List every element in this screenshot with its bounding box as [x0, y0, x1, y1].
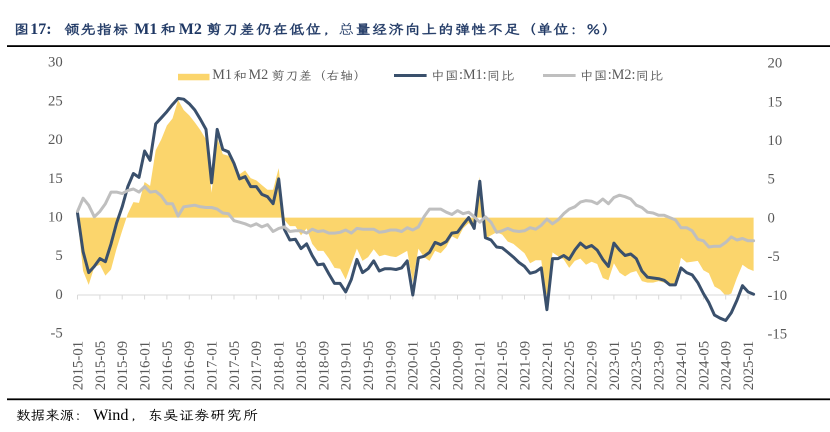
svg-text:2024-05: 2024-05	[696, 341, 712, 390]
svg-text:2020-09: 2020-09	[450, 341, 466, 390]
svg-text:2023-05: 2023-05	[629, 341, 645, 390]
svg-text:2019-05: 2019-05	[361, 341, 377, 390]
svg-text:2017-01: 2017-01	[205, 341, 221, 390]
svg-text:10: 10	[768, 133, 783, 149]
svg-text:10: 10	[48, 210, 63, 226]
svg-text:2018-05: 2018-05	[294, 341, 310, 390]
svg-text:17:: 17:	[30, 21, 51, 38]
svg-text:20: 20	[48, 132, 63, 148]
svg-text:20: 20	[768, 56, 783, 72]
svg-text:-10: -10	[768, 288, 788, 304]
svg-text:-15: -15	[768, 327, 788, 343]
svg-text:2017-09: 2017-09	[249, 341, 265, 390]
svg-text:15: 15	[48, 171, 63, 187]
svg-text:2016-01: 2016-01	[138, 341, 154, 390]
svg-text:2015-05: 2015-05	[93, 341, 109, 390]
svg-text:2019-01: 2019-01	[339, 341, 355, 390]
svg-text:5: 5	[55, 248, 62, 264]
svg-text::M1:: :M1:	[459, 67, 487, 83]
svg-text:2020-05: 2020-05	[428, 341, 444, 390]
svg-text:5: 5	[768, 172, 775, 188]
svg-text:2016-09: 2016-09	[182, 341, 198, 390]
svg-text:M2: M2	[179, 21, 202, 38]
svg-text:2018-01: 2018-01	[272, 341, 288, 390]
svg-text:2020-01: 2020-01	[406, 341, 422, 390]
svg-text:2024-01: 2024-01	[674, 341, 690, 390]
svg-text:2016-05: 2016-05	[160, 341, 176, 390]
svg-text:-5: -5	[768, 249, 780, 265]
svg-text:2023-01: 2023-01	[607, 341, 623, 390]
svg-text:M2: M2	[249, 67, 269, 83]
svg-text:2024-09: 2024-09	[719, 341, 735, 390]
svg-text:Wind: Wind	[93, 406, 128, 424]
svg-text:0: 0	[768, 210, 775, 226]
svg-text:2025-01: 2025-01	[741, 341, 757, 390]
svg-text:2018-09: 2018-09	[316, 341, 332, 390]
svg-text:2022-01: 2022-01	[540, 341, 556, 390]
svg-text:30: 30	[48, 55, 63, 71]
svg-text:2017-05: 2017-05	[227, 341, 243, 390]
svg-text:M1: M1	[134, 21, 157, 38]
svg-text:2021-01: 2021-01	[473, 341, 489, 390]
svg-text::M2:: :M2:	[608, 67, 636, 83]
svg-text:15: 15	[768, 94, 783, 110]
svg-text:2015-09: 2015-09	[115, 341, 131, 390]
svg-text:2015-01: 2015-01	[70, 341, 86, 390]
svg-text:2019-09: 2019-09	[383, 341, 399, 390]
svg-text:2021-05: 2021-05	[495, 341, 511, 390]
svg-text:0: 0	[55, 287, 62, 303]
svg-text:2022-05: 2022-05	[562, 341, 578, 390]
svg-text:2021-09: 2021-09	[517, 341, 533, 390]
svg-text:2023-09: 2023-09	[652, 341, 668, 390]
svg-text:M1: M1	[212, 67, 232, 83]
svg-text:2022-09: 2022-09	[585, 341, 601, 390]
svg-text:25: 25	[48, 93, 63, 109]
svg-text:-5: -5	[50, 326, 62, 342]
